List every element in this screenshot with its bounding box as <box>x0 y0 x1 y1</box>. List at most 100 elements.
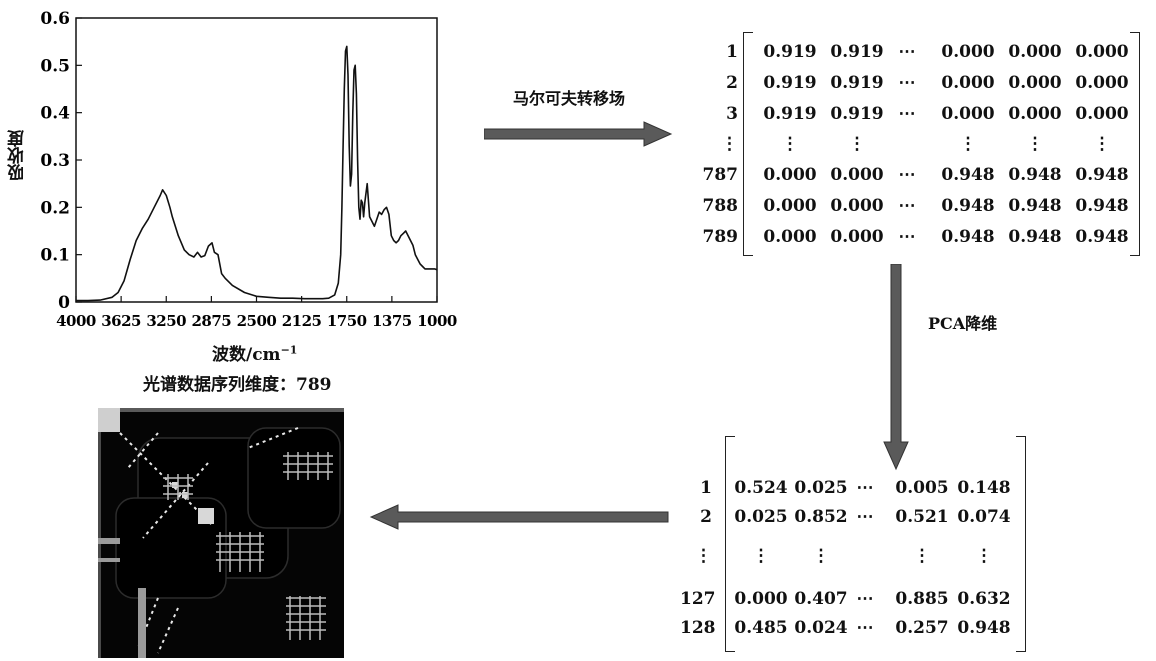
matrix-cell: 0.407 <box>794 589 848 609</box>
matrix-row: 788 0.000 0.000 ⋯ 0.948 0.948 0.948 <box>690 194 1150 218</box>
matrix-cell: ⋮ <box>959 134 977 154</box>
matrix-cell: 0.148 <box>957 478 1011 498</box>
y-tick-label: 0.4 <box>40 104 70 124</box>
matrix-row-index: ⋮ <box>721 134 738 154</box>
matrix-cell: 0.948 <box>941 227 995 247</box>
matrix-row-index: 2 <box>700 507 712 527</box>
spectrum-caption: 光谱数据序列维度：789 <box>143 375 332 395</box>
matrix-cell: 0.000 <box>1075 42 1129 62</box>
mtf-matrix: 1 0.919 0.919 ⋯ 0.000 0.000 0.000 2 0.919 0.919 ⋯ 0… <box>690 30 1150 260</box>
matrix-cell: ⋯ <box>898 73 916 93</box>
matrix-cell: 0.000 <box>763 196 817 216</box>
matrix-cell: 0.948 <box>1075 227 1129 247</box>
x-tick-label: 4000 <box>56 312 96 330</box>
arrow1-label: 马尔可夫转移场 <box>513 89 626 108</box>
y-tick-label: 0.6 <box>40 9 70 29</box>
y-tick-label: 0.5 <box>40 56 70 76</box>
matrix-cell: ⋯ <box>898 42 916 62</box>
matrix-cell: 0.000 <box>941 42 995 62</box>
matrix-cell: 0.948 <box>1008 165 1062 185</box>
pca-matrix: 1 0.524 0.025 ⋯ 0.005 0.148 2 0.025 0.852 ⋯ 0.521 0… <box>680 436 1040 656</box>
x-tick-label: 3625 <box>101 312 141 330</box>
matrix-row: 127 0.000 0.407 ⋯ 0.885 0.632 <box>680 587 1040 611</box>
x-tick-label: 3250 <box>146 312 186 330</box>
matrix-row: 1 0.524 0.025 ⋯ 0.005 0.148 <box>680 476 1040 500</box>
matrix-cell: 0.000 <box>1008 42 1062 62</box>
matrix-row: 2 0.025 0.852 ⋯ 0.521 0.074 <box>680 505 1040 529</box>
matrix-cell: 0.000 <box>1008 104 1062 124</box>
matrix-cell: ⋯ <box>856 618 874 638</box>
x-tick-label: 1000 <box>417 312 457 330</box>
matrix-cell: ⋮ <box>752 546 770 566</box>
matrix-cell: 0.000 <box>830 196 884 216</box>
matrix-cell: 0.948 <box>1008 227 1062 247</box>
matrix-cell: ⋮ <box>975 546 993 566</box>
matrix-cell: 0.000 <box>941 104 995 124</box>
matrix-cell: 0.919 <box>763 73 817 93</box>
x-axis-label-text: 波数/cm <box>212 345 281 365</box>
matrix-row: ⋮ ⋮ ⋮ ⋮ ⋮ ⋮ <box>690 132 1150 156</box>
matrix-cell: ⋯ <box>898 104 916 124</box>
matrix-row: 3 0.919 0.919 ⋯ 0.000 0.000 0.000 <box>690 102 1150 126</box>
matrix-cell: 0.000 <box>830 165 884 185</box>
matrix-row-index: 788 <box>702 196 739 216</box>
x-tick-label: 2875 <box>192 312 232 330</box>
arrow-left-icon <box>369 504 669 530</box>
mtf-matrix-right-bracket <box>1130 32 1140 256</box>
matrix-cell: ⋯ <box>856 589 874 609</box>
matrix-cell: 0.485 <box>734 618 788 638</box>
matrix-cell: 0.948 <box>1075 165 1129 185</box>
matrix-cell: 0.948 <box>1075 196 1129 216</box>
matrix-row: 1 0.919 0.919 ⋯ 0.000 0.000 0.000 <box>690 40 1150 64</box>
matrix-row: 787 0.000 0.000 ⋯ 0.948 0.948 0.948 <box>690 163 1150 187</box>
matrix-cell: 0.919 <box>763 42 817 62</box>
matrix-row-index: 787 <box>702 165 739 185</box>
matrix-cell: 0.948 <box>941 196 995 216</box>
matrix-cell: ⋮ <box>1093 134 1111 154</box>
matrix-cell: 0.257 <box>895 618 949 638</box>
matrix-row: ⋮ ⋮ ⋮ ⋮ ⋮ <box>680 544 1040 568</box>
matrix-cell: 0.919 <box>763 104 817 124</box>
x-axis-label: 波数/cm−1 <box>212 340 297 365</box>
mtf-matrix-left-bracket <box>743 32 753 256</box>
matrix-cell: 0.000 <box>1075 73 1129 93</box>
matrix-cell: 0.852 <box>794 507 848 527</box>
matrix-cell: ⋮ <box>848 134 866 154</box>
x-axis-label-sup: −1 <box>280 343 298 357</box>
spectrum-chart: 0 0.1 0.2 0.3 0.4 0.5 0.6 4000 3625 3250 2875 2500 2… <box>40 9 457 330</box>
matrix-cell: ⋯ <box>856 507 874 527</box>
matrix-cell: 0.074 <box>957 507 1011 527</box>
matrix-row-index: 3 <box>726 104 738 124</box>
matrix-cell: 0.000 <box>941 73 995 93</box>
matrix-cell: 0.948 <box>957 618 1011 638</box>
pca-matrix-left-bracket <box>725 436 735 652</box>
matrix-row-index: 789 <box>702 227 739 247</box>
pca-matrix-right-bracket <box>1016 436 1026 652</box>
matrix-row-index: 128 <box>680 618 716 638</box>
matrix-row: 2 0.919 0.919 ⋯ 0.000 0.000 0.000 <box>690 71 1150 95</box>
matrix-cell: 0.948 <box>1008 196 1062 216</box>
matrix-cell: ⋮ <box>812 546 830 566</box>
y-tick-label: 0.1 <box>40 246 70 266</box>
matrix-cell: 0.000 <box>734 589 788 609</box>
matrix-cell: 0.000 <box>830 227 884 247</box>
matrix-cell: 0.005 <box>895 478 949 498</box>
x-tick-label: 2125 <box>282 312 322 330</box>
x-tick-label: 1750 <box>327 312 367 330</box>
matrix-row-index: ⋮ <box>695 546 712 566</box>
matrix-cell: 0.632 <box>957 589 1011 609</box>
matrix-cell: 0.919 <box>830 42 884 62</box>
matrix-cell: 0.524 <box>734 478 788 498</box>
x-tick-label: 1375 <box>372 312 412 330</box>
y-tick-label: 0.2 <box>40 198 70 218</box>
y-tick-label: 0.3 <box>40 151 70 171</box>
matrix-cell: ⋯ <box>898 227 916 247</box>
matrix-cell: 0.025 <box>794 478 848 498</box>
matrix-row-index: 2 <box>726 73 738 93</box>
matrix-cell: 0.919 <box>830 104 884 124</box>
arrow-down-icon <box>883 264 909 471</box>
matrix-row-index: 127 <box>680 589 716 609</box>
matrix-cell: ⋮ <box>1026 134 1044 154</box>
matrix-cell: 0.885 <box>895 589 949 609</box>
spectrum-line <box>76 45 438 302</box>
